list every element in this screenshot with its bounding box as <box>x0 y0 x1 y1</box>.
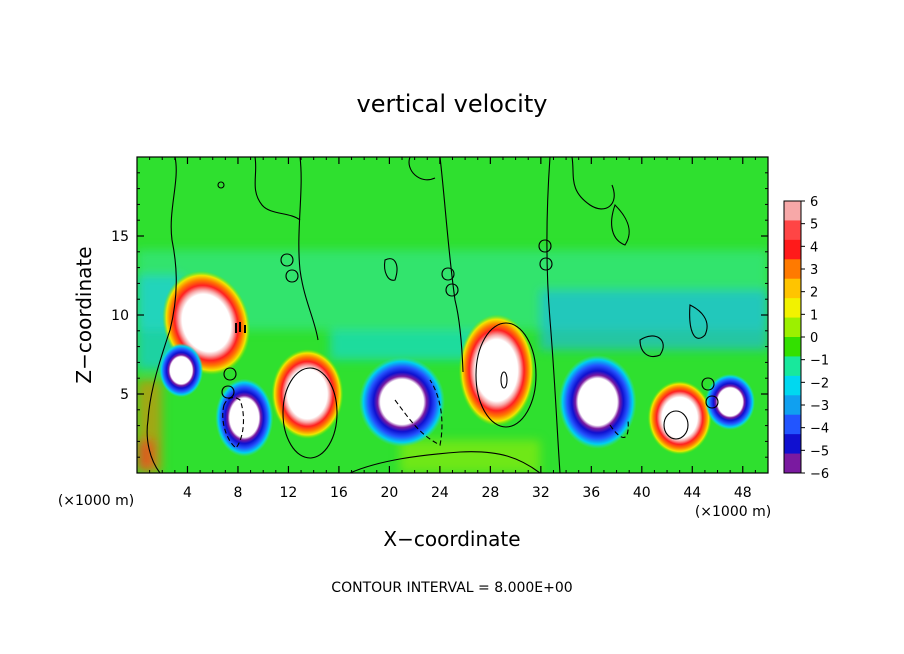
colorbar-tick-label: −3 <box>810 399 829 414</box>
x-tick-label: 40 <box>633 485 651 501</box>
x-tick-label: 4 <box>183 485 192 501</box>
colorbar-tick-label: −1 <box>810 354 829 369</box>
colorbar-swatch <box>784 434 801 455</box>
colorbar-tick-label: 5 <box>810 218 818 233</box>
colorbar-swatch <box>784 259 801 280</box>
x-unit-label-right: (×1000 m) <box>695 504 771 520</box>
x-tick-label: 8 <box>233 485 242 501</box>
y-tick-label: 5 <box>120 387 129 403</box>
updraft-cell-4 <box>647 380 712 455</box>
x-tick-label: 12 <box>280 485 298 501</box>
colorbar-swatch <box>784 220 801 241</box>
x-tick-label: 36 <box>582 485 600 501</box>
colorbar-swatch <box>784 317 801 338</box>
colorbar-swatch <box>784 395 801 416</box>
colorbar-tick-label: −5 <box>810 444 829 459</box>
colorbar-swatch <box>784 239 801 260</box>
x-tick-label: 32 <box>532 485 550 501</box>
downdraft-cell-5 <box>215 378 274 457</box>
colorbar-tick-label: −6 <box>810 467 829 482</box>
colorbar-swatch <box>784 375 801 396</box>
x-axis-ticks: 4 8 12 16 20 24 28 32 36 40 44 48 <box>149 157 756 501</box>
x-unit-label-left: (×1000 m) <box>58 493 134 509</box>
field-bands <box>137 250 768 473</box>
colorbar-tick-label: −2 <box>810 376 829 391</box>
feature-layer <box>159 270 756 457</box>
plot-area <box>137 157 768 473</box>
downdraft-cell-8 <box>705 373 756 430</box>
x-tick-label: 24 <box>431 485 449 501</box>
colorbar-tick-label: 3 <box>810 263 818 278</box>
colorbar-swatch <box>784 453 801 474</box>
y-axis-title: Z−coordinate <box>72 246 96 383</box>
chart-title: vertical velocity <box>357 90 548 118</box>
downdraft-cell-6 <box>359 356 446 447</box>
colorbar-tick-label: 1 <box>810 308 818 323</box>
colorbar-swatch <box>784 201 801 221</box>
colorbar-tick-label: 4 <box>810 240 818 255</box>
x-tick-label: 48 <box>734 485 752 501</box>
colorbar-tick-label: −4 <box>810 422 829 437</box>
downdraft-cell-9 <box>159 343 204 398</box>
x-tick-label: 44 <box>683 485 701 501</box>
colorbar-swatch <box>784 298 801 319</box>
y-tick-label: 15 <box>111 229 129 245</box>
y-tick-label: 10 <box>111 308 129 324</box>
colorbar-swatch <box>784 337 801 357</box>
y-axis-ticks: 5 10 15 <box>111 172 768 458</box>
colorbar-tick-label: 6 <box>810 195 818 210</box>
updraft-cell-3 <box>458 314 535 427</box>
colorbar-swatch <box>784 356 801 377</box>
downdraft-cell-7 <box>558 354 637 449</box>
contour-interval-note: CONTOUR INTERVAL = 8.000E+00 <box>331 580 572 596</box>
updraft-cell-2 <box>271 349 344 439</box>
x-tick-label: 16 <box>330 485 348 501</box>
x-tick-label: 20 <box>380 485 398 501</box>
colorbar: 6 5 4 3 2 1 0 −1 −2 −3 −4 −5 −6 <box>783 195 829 482</box>
x-tick-label: 28 <box>481 485 499 501</box>
contour-lines <box>146 157 719 473</box>
colorbar-tick-label: 2 <box>810 286 818 301</box>
x-axis-title: X−coordinate <box>383 527 520 551</box>
colorbar-swatch <box>784 414 801 435</box>
colorbar-tick-label: 0 <box>810 331 818 346</box>
colorbar-swatch <box>784 278 801 299</box>
